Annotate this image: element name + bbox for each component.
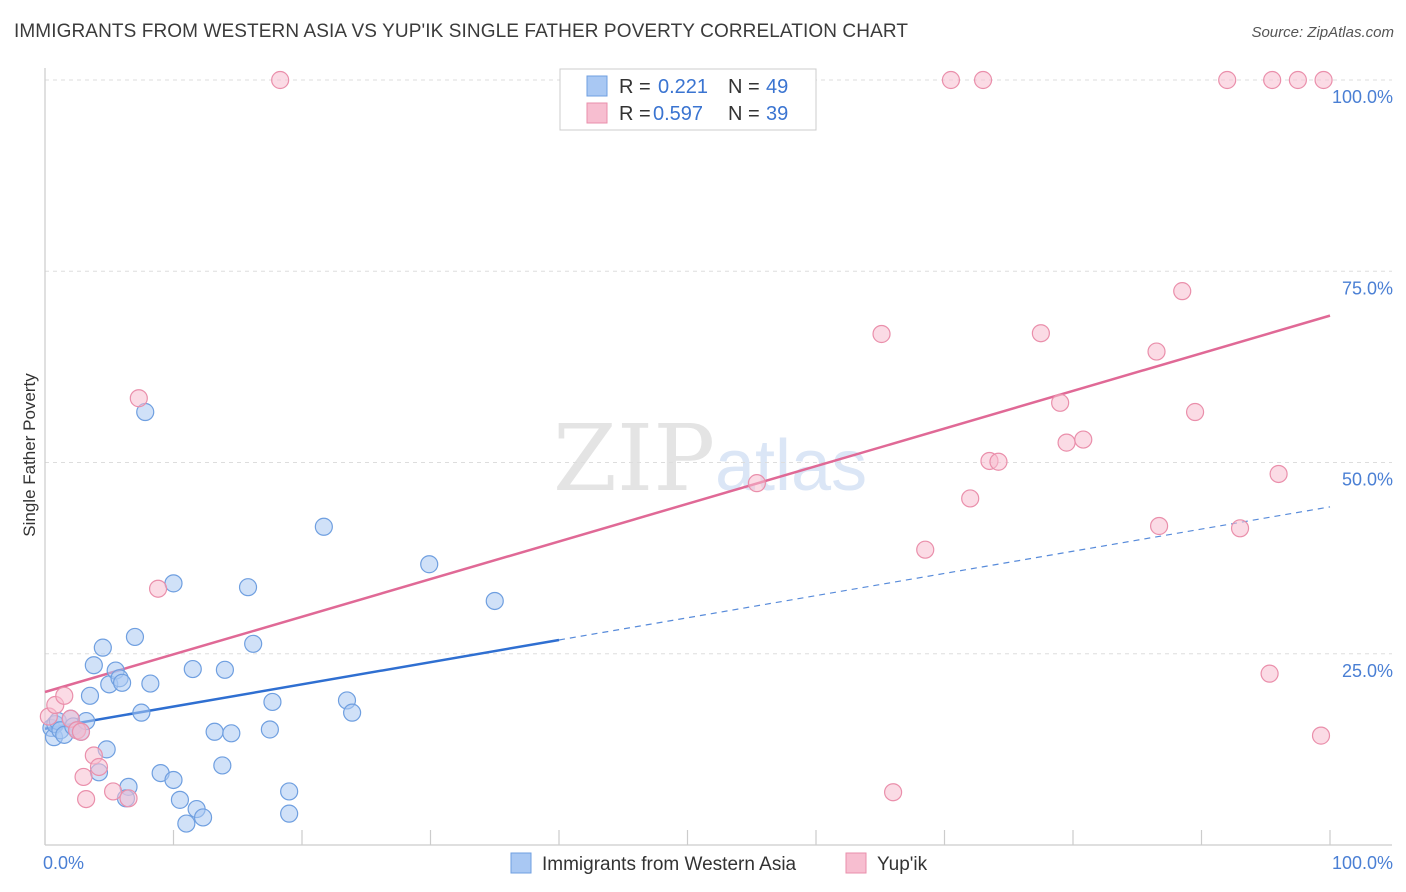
source-credit: Source: ZipAtlas.com: [1251, 24, 1394, 41]
grid-lines: [45, 79, 1392, 655]
point-western-asia: [215, 660, 234, 679]
point-western-asia: [238, 578, 258, 597]
point-yupik: [1260, 664, 1279, 683]
trend-lines: [44, 314, 1331, 730]
point-yupik: [89, 757, 109, 777]
point-western-asia: [260, 720, 279, 739]
point-yupik: [747, 474, 766, 493]
point-yupik: [129, 389, 148, 408]
watermark-atlas: atlas: [715, 426, 867, 506]
point-yupik: [119, 789, 138, 808]
point-yupik: [77, 789, 96, 809]
point-yupik: [1311, 726, 1331, 745]
point-western-asia: [193, 808, 213, 827]
point-western-asia: [141, 674, 160, 693]
point-yupik: [1147, 342, 1166, 361]
point-yupik: [1185, 402, 1205, 422]
point-western-asia: [213, 756, 232, 775]
point-yupik: [71, 722, 91, 741]
legend-r-value: 0.597: [653, 103, 703, 125]
point-yupik: [1149, 516, 1169, 536]
point-yupik: [916, 540, 935, 559]
legend-n-value: 39: [766, 103, 788, 125]
legend-swatch-blue: [586, 75, 608, 97]
point-yupik: [1173, 282, 1192, 301]
y-tick-label: 100.0%: [1332, 87, 1393, 107]
point-western-asia: [125, 627, 145, 647]
point-western-asia: [93, 638, 112, 657]
x-tick-label: 0.0%: [43, 853, 84, 873]
tick-labels: 25.0% 50.0% 75.0% 100.0% 0.0% 100.0%: [43, 87, 1393, 873]
watermark: ZIP atlas: [553, 405, 867, 512]
legend-r-label: R =: [619, 76, 651, 98]
legend-n-value: 49: [766, 76, 788, 98]
point-yupik: [74, 767, 93, 787]
point-yupik: [1074, 430, 1093, 449]
point-western-asia: [263, 692, 282, 712]
point-western-asia: [164, 574, 183, 593]
point-yupik: [872, 324, 891, 344]
point-western-asia: [222, 724, 241, 743]
point-yupik: [1051, 393, 1070, 412]
point-yupik: [883, 783, 903, 802]
point-western-asia: [132, 703, 151, 722]
data-points: [39, 70, 1333, 833]
point-western-asia: [314, 517, 333, 536]
legend-box: R = 0.221 N = 49 R = 0.597 N = 39: [559, 68, 817, 131]
point-yupik: [1218, 70, 1237, 90]
y-tick-label: 75.0%: [1342, 278, 1393, 298]
bottom-legend-label-a: Immigrants from Western Asia: [542, 854, 797, 875]
point-western-asia: [420, 555, 439, 574]
legend-n-label: N =: [728, 76, 760, 98]
point-western-asia: [244, 634, 263, 653]
bottom-legend-label-b: Yup'ik: [877, 854, 928, 875]
point-western-asia: [485, 591, 504, 611]
y-tick-label: 50.0%: [1342, 470, 1393, 490]
point-western-asia: [164, 770, 183, 790]
point-yupik: [271, 70, 290, 90]
bottom-legend: Immigrants from Western Asia Yup'ik: [510, 852, 928, 875]
y-tick-label: 25.0%: [1342, 661, 1393, 681]
x-tick-label: 100.0%: [1332, 853, 1393, 873]
legend-n-label: N =: [728, 103, 760, 125]
legend-swatch-pink: [586, 102, 608, 124]
point-yupik: [961, 489, 980, 508]
chart-title: IMMIGRANTS FROM WESTERN ASIA VS YUP'IK S…: [14, 21, 909, 42]
point-western-asia: [177, 814, 196, 833]
point-yupik: [1031, 324, 1050, 343]
point-yupik: [55, 686, 74, 705]
point-western-asia: [170, 790, 190, 809]
trend-line-extension-western-asia: [558, 506, 1331, 641]
trend-line-yupik: [44, 314, 1331, 694]
point-yupik: [1288, 70, 1307, 90]
legend-r-label: R =: [619, 103, 651, 125]
point-western-asia: [183, 659, 202, 679]
watermark-zip: ZIP: [553, 405, 715, 512]
point-western-asia: [280, 782, 299, 801]
point-yupik: [1263, 70, 1282, 90]
point-yupik: [1269, 464, 1288, 484]
point-yupik: [973, 70, 993, 90]
point-yupik: [1314, 70, 1333, 90]
bottom-legend-swatch-pink: [845, 852, 867, 874]
point-western-asia: [205, 722, 224, 741]
point-yupik: [1057, 433, 1076, 452]
trend-line-western-asia: [44, 638, 560, 730]
y-axis-label: Single Father Poverty: [20, 373, 39, 537]
point-yupik: [148, 579, 168, 598]
bottom-legend-swatch-blue: [510, 852, 532, 874]
point-western-asia: [280, 804, 299, 823]
point-yupik: [1230, 519, 1250, 538]
point-western-asia: [84, 656, 103, 675]
point-yupik: [941, 70, 961, 90]
point-western-asia: [112, 673, 132, 692]
point-western-asia: [80, 686, 100, 705]
point-yupik: [989, 452, 1008, 471]
legend-r-value: 0.221: [658, 76, 708, 98]
point-western-asia: [343, 703, 362, 722]
point-yupik: [104, 782, 123, 801]
